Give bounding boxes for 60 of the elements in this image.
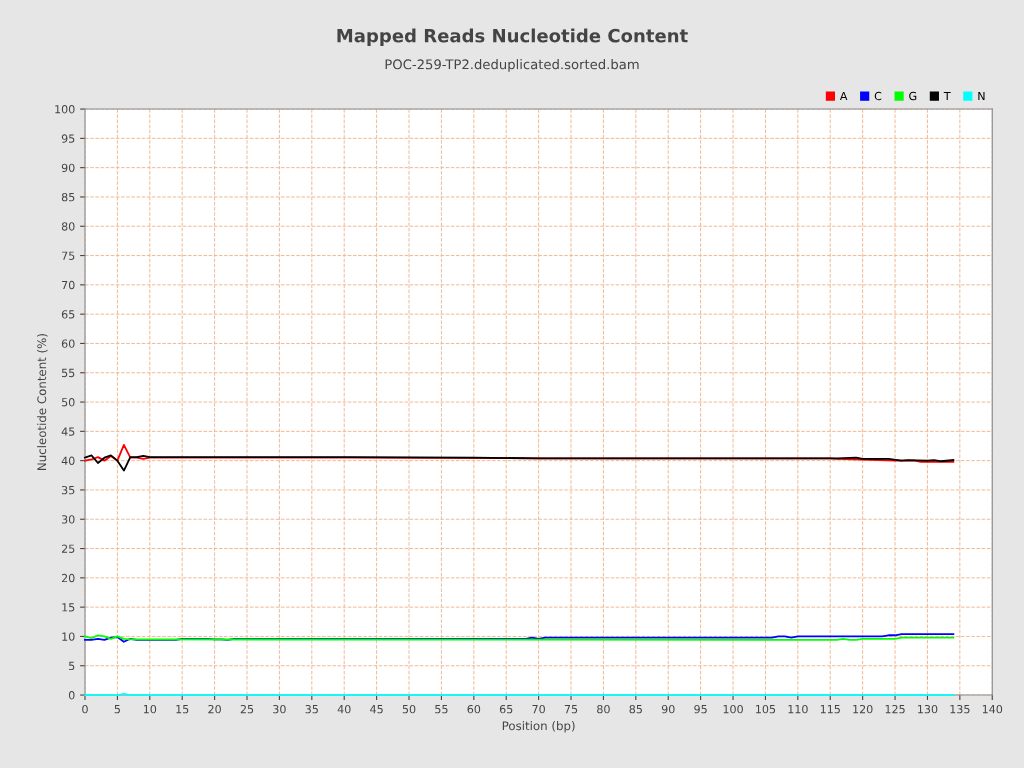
x-tick-label: 130 bbox=[918, 704, 938, 714]
x-tick-label: 10 bbox=[143, 704, 157, 714]
x-tick-label: 20 bbox=[208, 704, 221, 714]
x-tick-label: 105 bbox=[756, 704, 776, 714]
y-tick-label: 80 bbox=[61, 222, 75, 231]
x-tick-label: 70 bbox=[532, 704, 545, 714]
x-tick-label: 75 bbox=[564, 705, 578, 714]
x-tick-label: 50 bbox=[402, 704, 416, 714]
x-tick-label: 30 bbox=[273, 704, 286, 714]
y-tick-label: 55 bbox=[61, 368, 75, 378]
y-tick-label: 50 bbox=[61, 398, 75, 407]
y-tick-label: 5 bbox=[69, 661, 75, 671]
x-tick-label: 0 bbox=[82, 704, 88, 714]
chart-title: Mapped Reads Nucleotide Content bbox=[337, 28, 688, 46]
legend-label: G bbox=[909, 91, 917, 101]
y-tick-label: 45 bbox=[61, 427, 75, 436]
legend-label: A bbox=[839, 91, 848, 101]
y-tick-label: 90 bbox=[61, 163, 75, 173]
y-tick-label: 60 bbox=[61, 339, 75, 348]
x-tick-label: 135 bbox=[950, 704, 970, 714]
x-tick-label: 15 bbox=[176, 705, 189, 714]
y-tick-label: 25 bbox=[61, 544, 75, 553]
x-axis-title: Position (bp) bbox=[502, 721, 575, 733]
x-tick-label: 25 bbox=[240, 704, 254, 714]
legend-label: N bbox=[978, 91, 985, 101]
legend-label: C bbox=[874, 91, 882, 101]
line-series bbox=[84, 454, 955, 472]
x-tick-label: 110 bbox=[788, 704, 808, 714]
x-tick-label: 65 bbox=[499, 704, 513, 714]
y-tick-label: 75 bbox=[62, 251, 75, 260]
y-tick-label: 15 bbox=[62, 603, 75, 612]
x-tick-label: 100 bbox=[723, 704, 743, 714]
x-tick-label: 125 bbox=[885, 704, 905, 714]
y-tick-label: 95 bbox=[61, 134, 75, 143]
x-tick-label: 40 bbox=[337, 704, 351, 714]
y-tick-label: 100 bbox=[55, 105, 75, 114]
x-tick-label: 140 bbox=[982, 704, 1003, 714]
y-tick-label: 10 bbox=[62, 632, 75, 641]
legend-label: T bbox=[943, 91, 951, 101]
x-tick-label: 120 bbox=[853, 704, 873, 714]
y-tick-label: 35 bbox=[61, 485, 75, 495]
y-axis-title: Nucleotide Content (%) bbox=[37, 334, 48, 470]
x-tick-label: 35 bbox=[305, 704, 318, 714]
x-tick-label: 55 bbox=[435, 705, 448, 714]
x-tick-label: 5 bbox=[114, 705, 120, 714]
y-tick-label: 85 bbox=[61, 192, 75, 202]
x-tick-label: 45 bbox=[370, 705, 383, 714]
y-tick-label: 65 bbox=[61, 310, 75, 319]
x-tick-label: 90 bbox=[661, 704, 675, 714]
x-tick-label: 80 bbox=[597, 704, 610, 714]
y-tick-label: 0 bbox=[68, 691, 75, 700]
x-tick-label: 60 bbox=[467, 704, 481, 714]
x-tick-label: 95 bbox=[694, 704, 707, 714]
x-tick-label: 85 bbox=[629, 704, 642, 714]
chart-subtitle: POC-259-TP2.deduplicated.sorted.bam bbox=[385, 59, 639, 72]
y-tick-label: 40 bbox=[61, 456, 75, 466]
y-tick-label: 30 bbox=[61, 515, 75, 524]
y-tick-label: 20 bbox=[61, 573, 75, 583]
y-tick-label: 70 bbox=[62, 280, 75, 290]
x-tick-label: 115 bbox=[820, 705, 840, 714]
